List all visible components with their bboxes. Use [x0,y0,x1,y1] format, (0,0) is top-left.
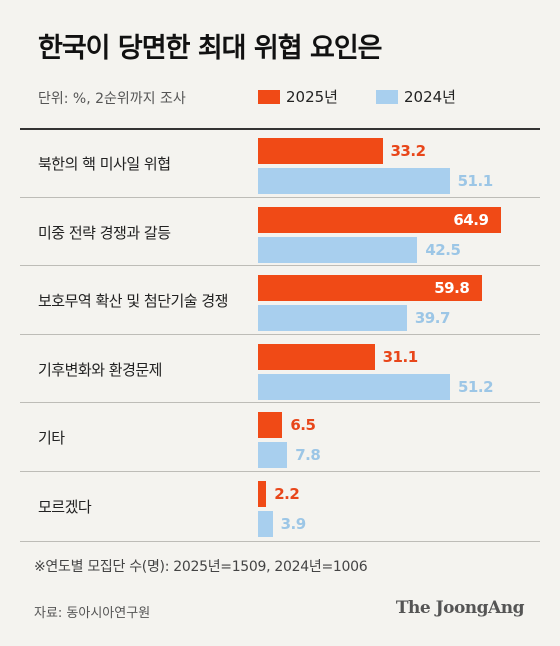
chart-top-rule [20,128,540,130]
category-label: 미중 전략 경쟁과 갈등 [38,223,171,242]
data-label-2025: 2.2 [274,484,300,503]
legend-swatch-2025 [258,90,280,104]
source-text: 자료: 동아시아연구원 [34,606,151,621]
data-label-2025: 6.5 [290,416,316,434]
bar-2024 [258,510,273,537]
bar-2025 [258,138,383,164]
data-label-2024: 7.8 [295,446,321,464]
bar-2024 [258,168,450,194]
row-separator [20,333,540,335]
bar-2025 [258,480,267,507]
category-label: 기후변화와 환경문제 [38,360,162,379]
data-label-2025: 33.2 [390,142,427,160]
category-label: 모르겠다 [38,497,92,516]
row-separator [20,196,540,198]
data-label-2025: 64.9 [453,210,489,229]
bar-2025 [258,412,283,438]
legend-swatch-2024 [376,90,398,104]
row-separator [20,470,540,472]
bar-2024 [258,305,407,331]
data-label-2025: 59.8 [434,279,470,297]
data-label-2024: 3.9 [280,514,307,533]
brand-logo: The JoongAng [395,598,525,618]
category-label: 북한의 핵 미사일 위협 [38,155,171,173]
data-label-2024: 51.1 [457,172,494,190]
bar-2024 [258,373,450,400]
data-label-2024: 51.2 [458,377,494,396]
bar-2024 [258,236,418,263]
footnote: ※연도별 모집단 수(명): 2025년=1509, 2024년=1006 [34,559,368,575]
bar-2024 [258,442,288,468]
row-separator [20,265,540,266]
category-label: 기타 [38,429,65,447]
row-separator [20,402,540,403]
data-label-2024: 42.5 [425,240,461,259]
category-label: 보호무역 확산 및 첨단기술 경쟁 [38,292,228,310]
legend-label-2024: 2024년 [404,88,456,106]
chart-bottom-rule [20,541,540,542]
chart-title: 한국이 당면한 최대 위협 요인은 [38,33,383,64]
legend-item-2024: 2024년 [376,86,456,107]
bar-2025 [258,275,483,301]
legend-label-2025: 2025년 [286,88,338,106]
data-label-2025: 31.1 [382,347,419,366]
bar-2025 [258,206,502,233]
data-label-2024: 39.7 [414,309,451,327]
unit-note: 단위: %, 2순위까지 조사 [38,91,186,107]
legend-item-2025: 2025년 [258,86,338,107]
bar-2025 [258,343,375,370]
